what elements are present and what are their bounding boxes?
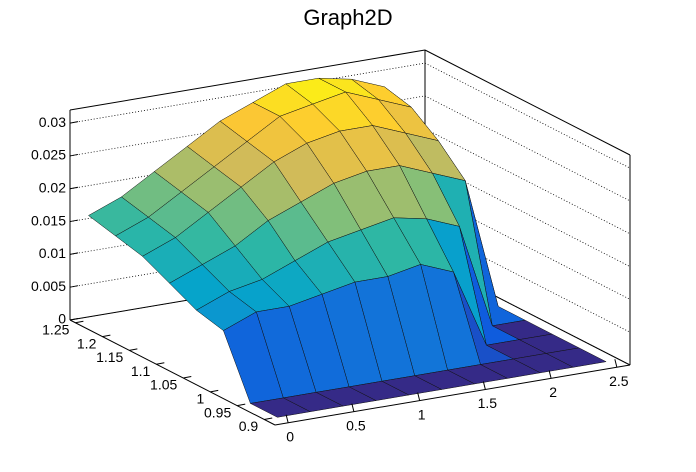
- z-tick-label: 0.025: [31, 147, 66, 163]
- x-tick: [417, 392, 421, 401]
- z-tick-label: 0.03: [39, 114, 66, 130]
- y-tick: [102, 334, 111, 338]
- x-tick: [548, 370, 552, 379]
- y-tick: [210, 389, 219, 393]
- z-tick-label: 0.01: [39, 245, 66, 261]
- z-tick: [69, 186, 79, 190]
- y-tick-label: 1.1: [131, 363, 151, 379]
- x-tick-label: 0: [286, 428, 294, 444]
- x-tick: [351, 403, 355, 412]
- x-tick: [614, 359, 618, 368]
- x-tick-label: 0.5: [346, 417, 366, 433]
- grid-line: [69, 62, 631, 169]
- y-tick-label: 1.15: [96, 349, 123, 365]
- frame-edge: [424, 49, 631, 156]
- y-tick-label: 1.05: [150, 377, 177, 393]
- z-tick-label: 0.005: [31, 278, 66, 294]
- x-tick-label: 1.5: [478, 395, 498, 411]
- x-tick-label: 2.5: [609, 373, 629, 389]
- y-tick: [264, 417, 273, 420]
- frame-edge: [69, 49, 426, 111]
- z-tick: [69, 121, 79, 124]
- y-tick: [75, 320, 84, 324]
- z-tick-label: 0.015: [31, 212, 66, 228]
- z-tick: [69, 285, 79, 288]
- x-tick: [482, 381, 486, 390]
- z-tick: [69, 252, 79, 255]
- y-axis: [69, 319, 276, 426]
- z-tick: [69, 318, 79, 321]
- grid-line: [69, 95, 631, 202]
- z-tick: [69, 219, 79, 223]
- y-tick-label: 0.95: [204, 404, 231, 420]
- y-tick-label: 1.25: [42, 321, 69, 337]
- y-tick-label: 0.9: [239, 418, 259, 434]
- y-tick-label: 1: [196, 391, 204, 407]
- surface-cell: [249, 397, 311, 418]
- y-tick: [156, 362, 165, 365]
- y-tick: [237, 403, 246, 407]
- z-tick-label: 0: [58, 311, 66, 327]
- x-tick-label: 1: [418, 406, 426, 422]
- y-tick: [129, 348, 138, 351]
- z-tick-label: 0.02: [39, 179, 66, 195]
- y-tick: [183, 376, 192, 379]
- x-axis: [274, 364, 631, 426]
- x-tick-label: 2: [549, 384, 557, 400]
- chart-title: Graph2D: [303, 5, 392, 30]
- y-tick-label: 1.2: [77, 335, 97, 351]
- x-tick: [285, 414, 289, 423]
- z-tick: [69, 153, 79, 157]
